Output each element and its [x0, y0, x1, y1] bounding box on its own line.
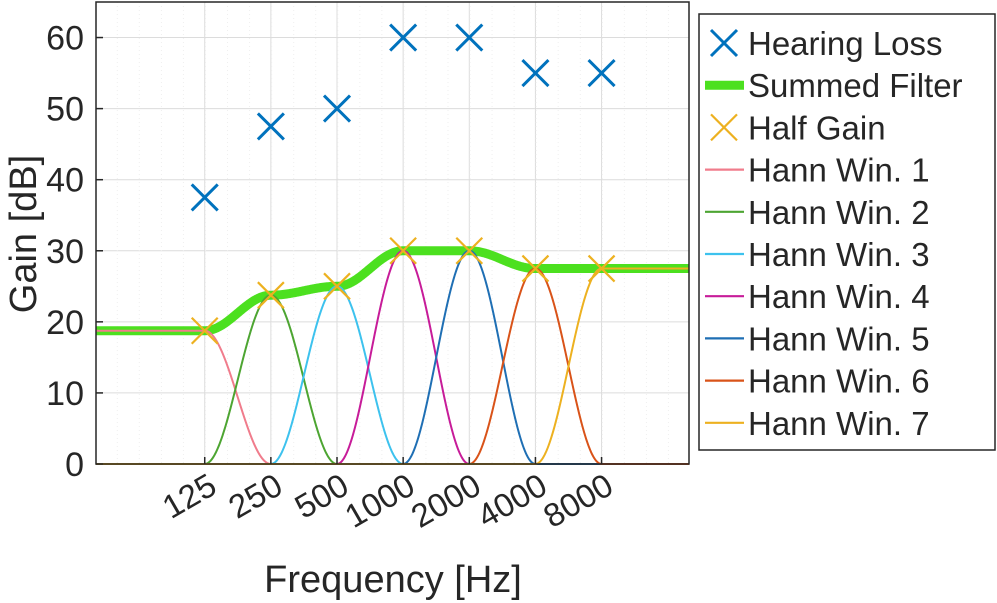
- legend-label: Hann Win. 4: [748, 278, 930, 315]
- half-gain-marker: [257, 281, 285, 309]
- legend-entry: Hearing Loss: [709, 25, 942, 62]
- legend-entry: Summed Filter: [705, 67, 963, 104]
- x-tick-label: 8000: [537, 466, 619, 535]
- hearing-loss-marker: [521, 59, 550, 88]
- legend-entry: Hann Win. 6: [705, 363, 930, 400]
- hearing-loss-marker: [587, 59, 616, 88]
- legend-label: Hann Win. 7: [748, 405, 930, 442]
- hann-window-3-line: [96, 285, 689, 465]
- hann-window-1-line: [96, 329, 689, 465]
- legend-label: Hann Win. 3: [748, 236, 930, 273]
- hann-window-4-line: [96, 249, 689, 465]
- legend-entry: Hann Win. 3: [705, 236, 930, 273]
- x-tick-label: 500: [288, 466, 354, 526]
- y-tick-label: 10: [46, 375, 84, 413]
- half-gain-marker: [389, 236, 417, 265]
- legend-marker-icon: [709, 28, 739, 58]
- y-axis-label: Gain [dB]: [3, 155, 45, 313]
- hann-window-5-line: [96, 249, 689, 465]
- hearing-loss-marker: [190, 183, 219, 212]
- y-tick-label: 30: [46, 233, 84, 271]
- half-gain-marker: [190, 316, 219, 345]
- legend-label: Hearing Loss: [748, 25, 942, 62]
- grid: [96, 2, 689, 465]
- hearing-loss-marker: [322, 94, 352, 123]
- half-gain-marker: [521, 254, 550, 283]
- hearing-loss-marker: [389, 23, 418, 52]
- hann-window-7-line: [96, 267, 689, 465]
- legend-label: Hann Win. 2: [748, 194, 930, 231]
- legend-entry: Hann Win. 4: [705, 278, 930, 315]
- legend-entry: Half Gain: [710, 109, 886, 146]
- half-gain-marker: [323, 272, 351, 301]
- hann-window-6-line: [96, 267, 689, 465]
- y-tick-label: 60: [46, 20, 84, 58]
- plot-series: [92, 23, 693, 465]
- y-tick-label: 0: [65, 446, 84, 484]
- legend-label: Summed Filter: [748, 67, 963, 104]
- y-tick-label: 50: [46, 91, 84, 129]
- legend-entry: Hann Win. 5: [705, 320, 930, 357]
- y-tick-label: 40: [46, 162, 84, 200]
- half-gain-marker: [455, 236, 484, 265]
- legend-marker-icon: [710, 113, 738, 142]
- plot-frame: [95, 1, 690, 465]
- legend-entry: Hann Win. 2: [705, 194, 930, 231]
- legend-box: [698, 13, 996, 451]
- hann-window-2-line: [96, 294, 689, 465]
- legend-label: Hann Win. 5: [748, 320, 930, 357]
- x-tick-label: 250: [222, 466, 288, 526]
- x-axis-label: Frequency [Hz]: [264, 559, 522, 601]
- half-gain-marker: [587, 254, 616, 283]
- legend-entry: Hann Win. 7: [705, 405, 930, 442]
- hearing-loss-marker: [256, 112, 285, 141]
- legend-label: Half Gain: [748, 109, 886, 146]
- legend-entry: Hann Win. 1: [705, 152, 930, 189]
- y-tick-label: 20: [46, 304, 84, 342]
- x-tick-label: 125: [156, 466, 222, 526]
- legend: Hearing Loss Summed Filter Half Gain Hann W…: [698, 13, 996, 451]
- legend-label: Hann Win. 6: [748, 363, 930, 400]
- hearing-loss-marker: [455, 23, 484, 52]
- legend-label: Hann Win. 1: [748, 152, 930, 189]
